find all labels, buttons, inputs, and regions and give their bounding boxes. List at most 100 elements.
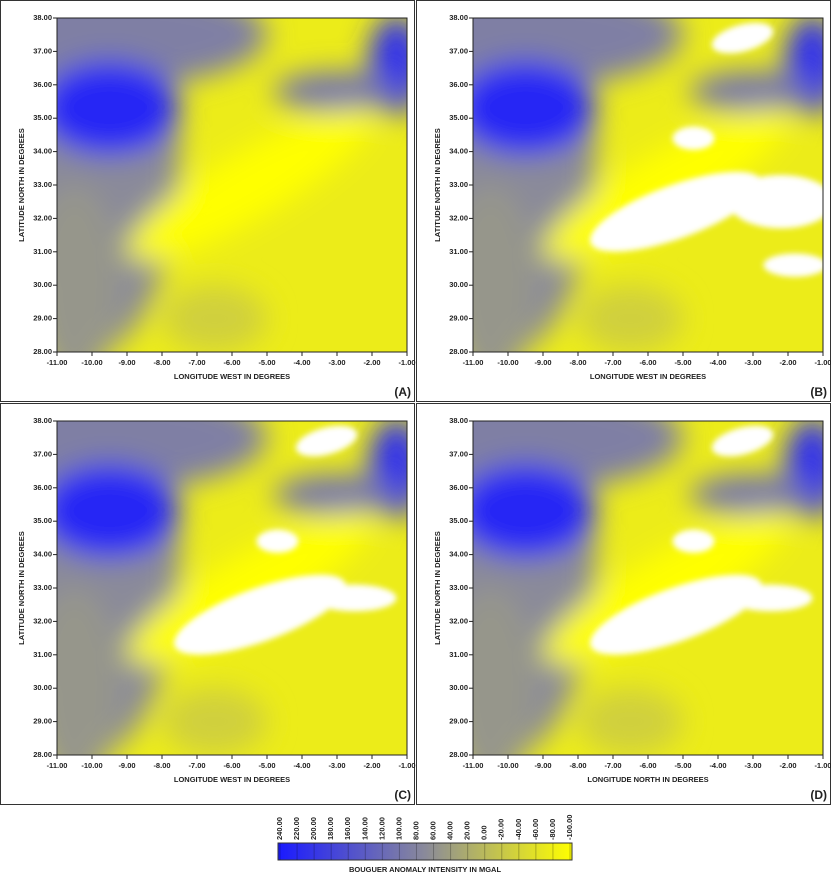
- y-tick-label: 35.00: [449, 113, 468, 122]
- y-tick-label: 33.00: [449, 583, 468, 592]
- x-tick-label: -1.00: [814, 761, 831, 770]
- x-tick-label: -7.00: [188, 358, 205, 367]
- x-tick-label: -5.00: [674, 761, 691, 770]
- panel-label: (A): [394, 385, 411, 399]
- y-tick-label: 38.00: [33, 416, 52, 425]
- x-tick-label: -3.00: [328, 358, 345, 367]
- y-tick-label: 32.00: [33, 213, 52, 222]
- x-tick-label: -5.00: [258, 761, 275, 770]
- colorbar-tick-label: 0.00: [480, 825, 489, 840]
- colorbar-tick-label: -60.00: [531, 819, 540, 840]
- y-tick-label: 36.00: [33, 483, 52, 492]
- y-tick-label: 32.00: [449, 616, 468, 625]
- x-tick-label: -7.00: [188, 761, 205, 770]
- x-tick-label: -5.00: [674, 358, 691, 367]
- field-blob: [578, 285, 683, 352]
- contour-field: [0, 0, 425, 385]
- x-tick-label: -8.00: [569, 358, 586, 367]
- x-axis-label: LONGITUDE WEST IN DEGREES: [590, 372, 706, 381]
- field-high: [673, 530, 715, 553]
- colorbar-tick-label: -40.00: [514, 819, 523, 840]
- x-tick-label: -8.00: [153, 358, 170, 367]
- y-tick-label: 35.00: [33, 113, 52, 122]
- x-tick-label: -6.00: [639, 358, 656, 367]
- y-tick-label: 32.00: [449, 213, 468, 222]
- colorbar-tick-label: 180.00: [326, 817, 335, 840]
- y-tick-label: 36.00: [449, 483, 468, 492]
- x-tick-label: -11.00: [47, 761, 68, 770]
- x-tick-label: -6.00: [639, 761, 656, 770]
- colorbar: [278, 843, 572, 860]
- y-tick-label: 29.00: [449, 314, 468, 323]
- field-blob: [456, 464, 596, 558]
- x-tick-label: -6.00: [223, 761, 240, 770]
- y-tick-label: 30.00: [33, 280, 52, 289]
- y-tick-label: 33.00: [33, 180, 52, 189]
- y-tick-label: 33.00: [33, 583, 52, 592]
- x-tick-label: -1.00: [398, 761, 415, 770]
- field-high: [673, 127, 715, 150]
- y-tick-label: 31.00: [449, 650, 468, 659]
- x-tick-label: -9.00: [534, 761, 551, 770]
- y-tick-label: 32.00: [33, 616, 52, 625]
- x-tick-label: -3.00: [328, 761, 345, 770]
- y-tick-label: 37.00: [449, 46, 468, 55]
- y-axis-label: LATITUDE NORTH IN DEGREES: [433, 128, 442, 242]
- y-tick-label: 29.00: [33, 314, 52, 323]
- field-high: [313, 585, 397, 612]
- x-tick-label: -2.00: [363, 358, 380, 367]
- colorbar-tick-label: 120.00: [377, 817, 386, 840]
- colorbar-tick-label: 40.00: [446, 821, 455, 840]
- colorbar-tick-label: 100.00: [394, 817, 403, 840]
- x-axis-label: LONGITUDE WEST IN DEGREES: [174, 775, 290, 784]
- field-blob: [40, 464, 180, 558]
- field-high: [257, 530, 299, 553]
- x-tick-label: -4.00: [709, 358, 726, 367]
- x-tick-label: -9.00: [118, 761, 135, 770]
- field-high: [729, 175, 831, 228]
- contour-field: [0, 354, 425, 788]
- y-tick-label: 34.00: [33, 550, 52, 559]
- x-tick-label: -8.00: [153, 761, 170, 770]
- colorbar-tick-label: -80.00: [548, 819, 557, 840]
- x-tick-label: -10.00: [81, 761, 102, 770]
- colorbar-tick-label: 200.00: [309, 817, 318, 840]
- x-tick-label: -4.00: [293, 761, 310, 770]
- x-tick-label: -9.00: [534, 358, 551, 367]
- colorbar-tick-label: 160.00: [343, 817, 352, 840]
- y-tick-label: 29.00: [449, 717, 468, 726]
- field-high: [764, 253, 827, 276]
- colorbar-tick-label: 240.00: [275, 817, 284, 840]
- field-blob: [690, 71, 816, 111]
- y-tick-label: 30.00: [449, 683, 468, 692]
- y-tick-label: 37.00: [33, 46, 52, 55]
- panel-label: (D): [810, 788, 827, 802]
- y-tick-label: 30.00: [33, 683, 52, 692]
- y-tick-label: 29.00: [33, 717, 52, 726]
- x-tick-label: -1.00: [814, 358, 831, 367]
- y-tick-label: 31.00: [33, 247, 52, 256]
- field-blob: [578, 688, 683, 755]
- y-tick-label: 33.00: [449, 180, 468, 189]
- field-blob: [690, 474, 816, 514]
- y-tick-label: 38.00: [449, 13, 468, 22]
- y-tick-label: 38.00: [449, 416, 468, 425]
- y-tick-label: 35.00: [33, 516, 52, 525]
- y-tick-label: 37.00: [33, 449, 52, 458]
- x-tick-label: -7.00: [604, 358, 621, 367]
- x-tick-label: -4.00: [709, 761, 726, 770]
- colorbar-tick-label: 80.00: [411, 821, 420, 840]
- x-tick-label: -9.00: [118, 358, 135, 367]
- x-tick-label: -10.00: [497, 358, 518, 367]
- colorbar-tick-label: -20.00: [497, 819, 506, 840]
- x-tick-label: -8.00: [569, 761, 586, 770]
- x-tick-label: -10.00: [497, 761, 518, 770]
- y-tick-label: 36.00: [449, 80, 468, 89]
- y-tick-label: 28.00: [33, 347, 52, 356]
- x-tick-label: -3.00: [744, 358, 761, 367]
- y-tick-label: 28.00: [449, 750, 468, 759]
- colorbar-tick-label: 220.00: [292, 817, 301, 840]
- colorbar-tick-label: 20.00: [463, 821, 472, 840]
- x-tick-label: -11.00: [463, 358, 484, 367]
- field-blob: [162, 285, 267, 352]
